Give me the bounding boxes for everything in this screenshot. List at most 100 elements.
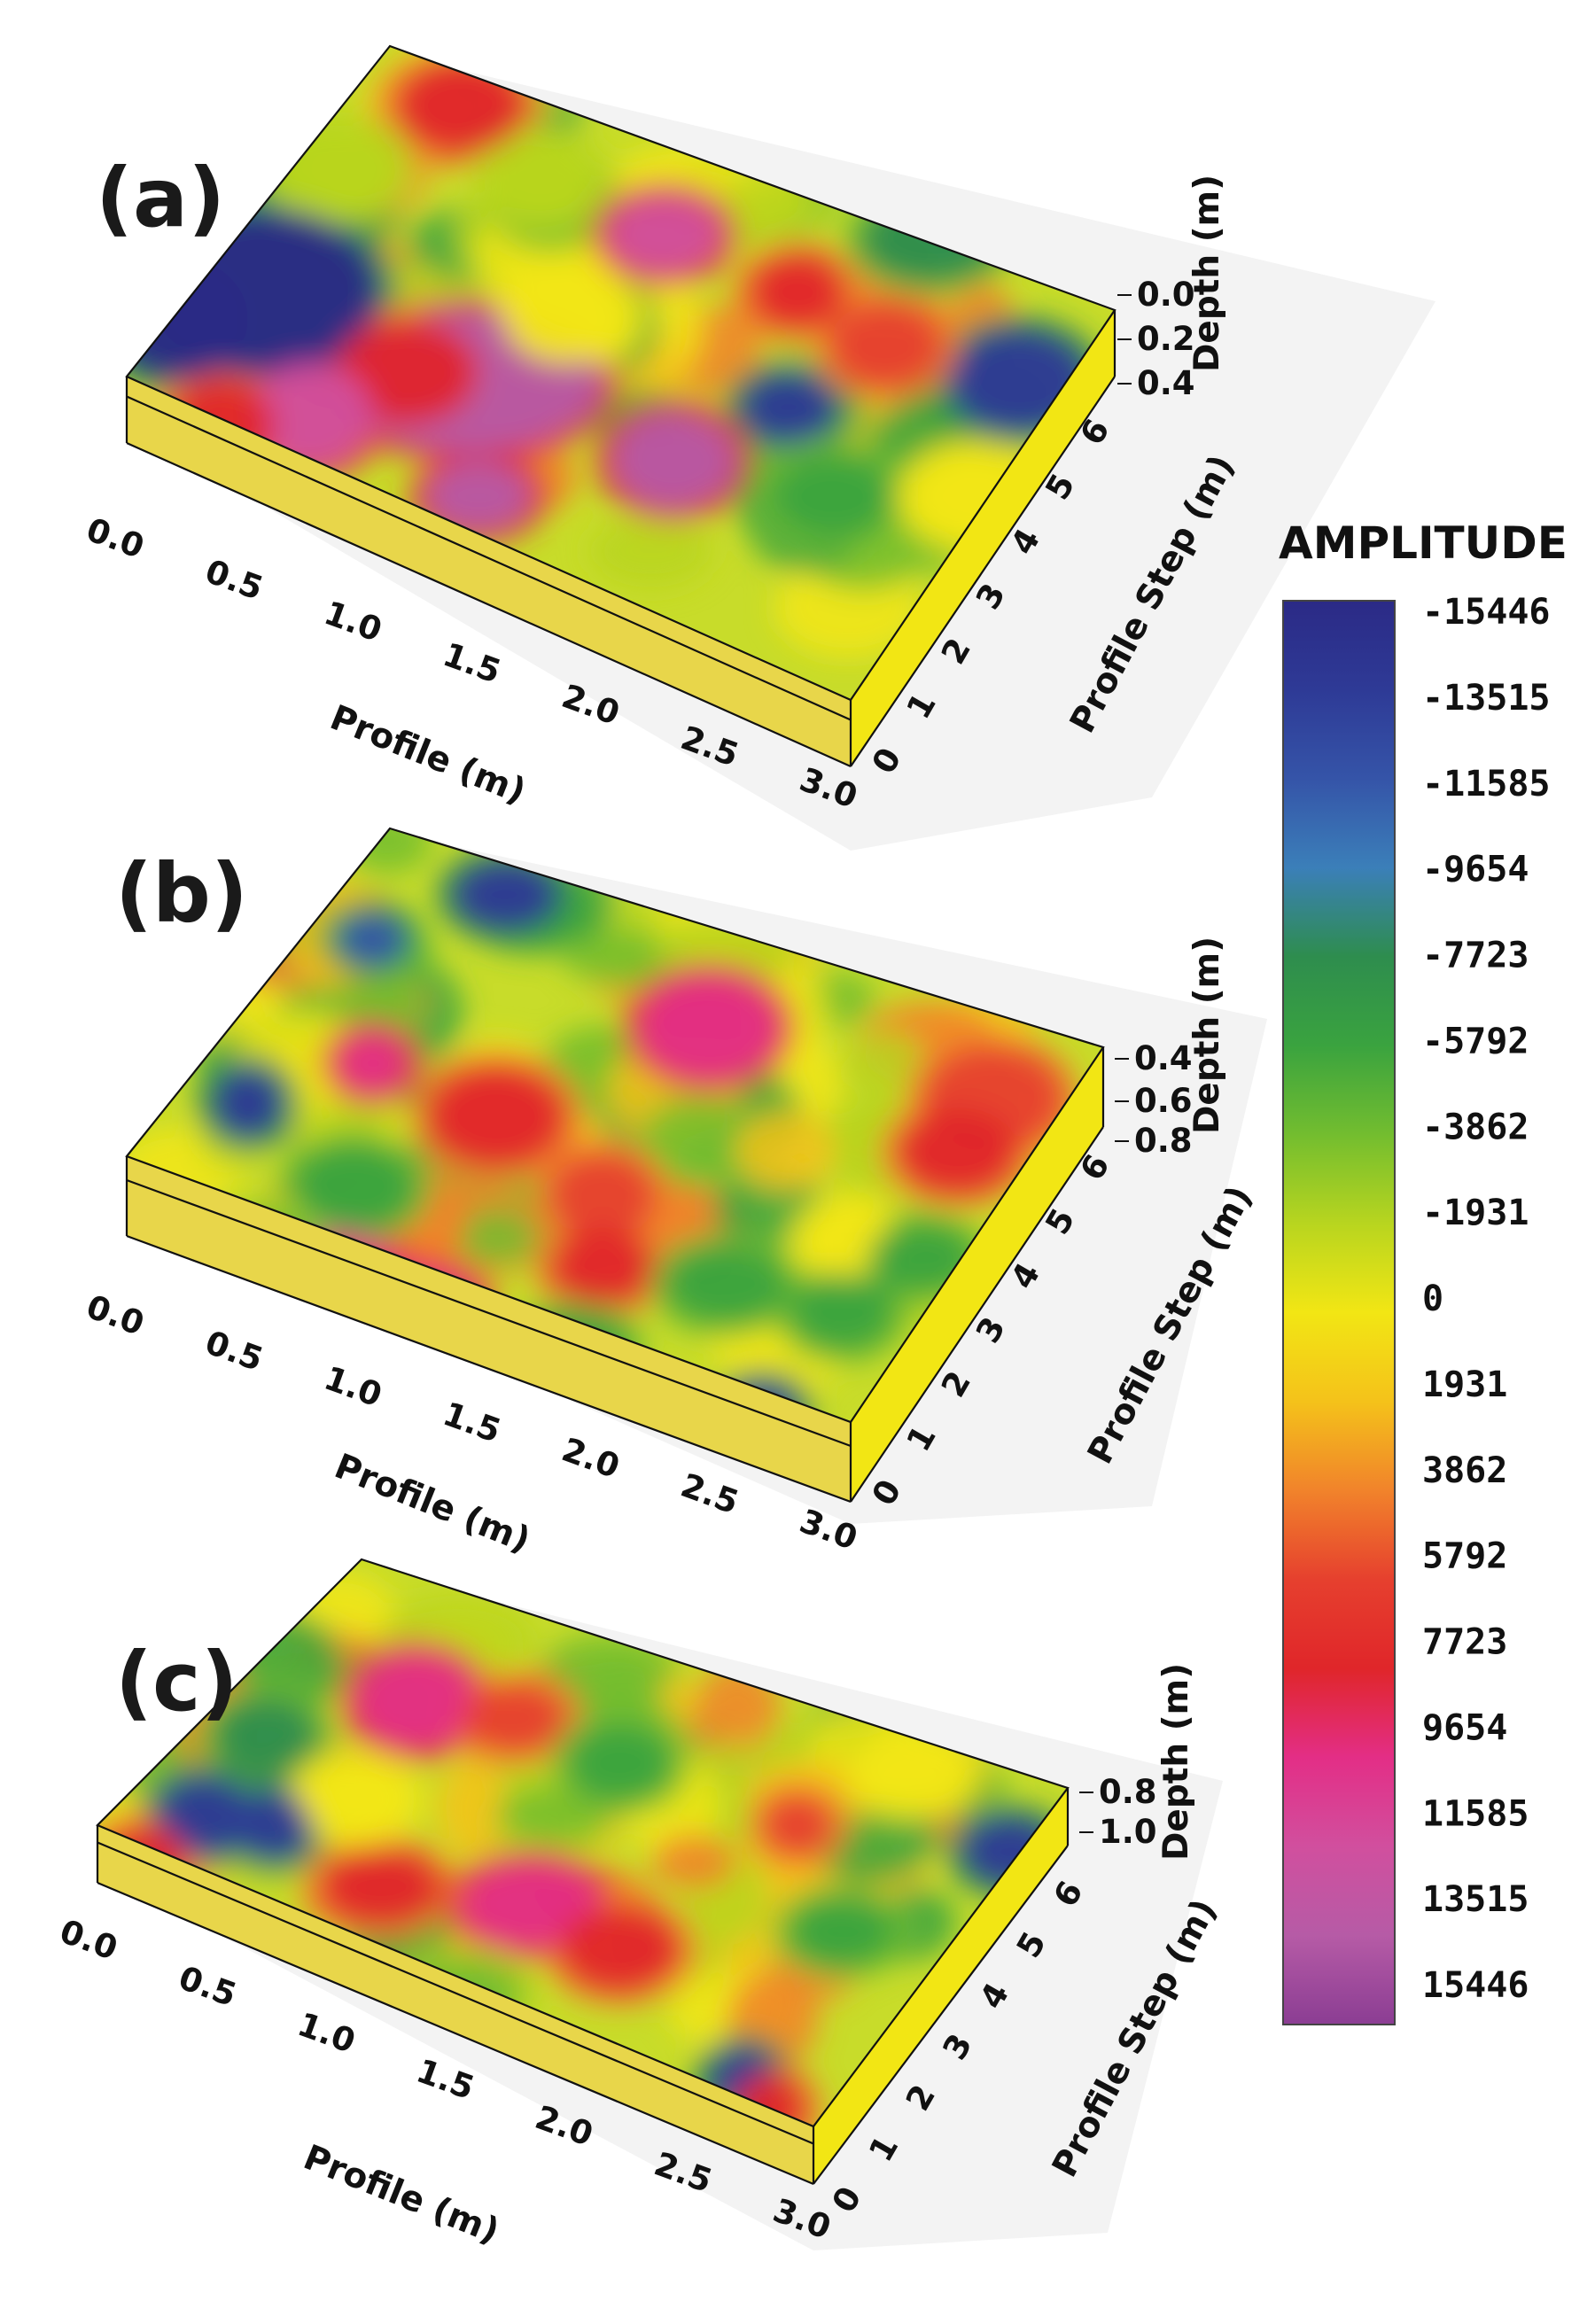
depth-axis-title: Depth (m) [1187,175,1227,372]
amplitude-anomaly [749,253,846,332]
profile-tick-label: 1.5 [438,635,505,691]
amplitude-anomaly [607,195,722,275]
profile-tick-label: 1.0 [292,2005,360,2061]
amplitude-anomaly [235,1790,315,1861]
amplitude-colorbar: AMPLITUDE -15446 -13515 -11585 -9654 -7723 -5… [1279,517,1568,2025]
depth-axis-title: Depth (m) [1156,1663,1196,1861]
amplitude-anomaly [248,363,372,470]
front-face [127,377,851,766]
colorbar-tick-label: -7723 [1422,936,1529,976]
profile-tick-label: 1.0 [319,1359,386,1415]
depth-tick-label: 0.8 [1134,1122,1193,1160]
depth-slice-surface [127,828,1103,1422]
profile-tick-label: 2.0 [557,1430,625,1486]
amplitude-anomaly [337,913,408,966]
profile-tick-label: 0.5 [174,1959,241,2015]
amplitude-anomaly [354,1652,478,1750]
amplitude-anomaly [452,859,558,930]
amplitude-anomaly [558,1905,682,1994]
colorbar-tick-label: 3862 [1422,1450,1507,1491]
amplitude-anomaly [567,1723,673,1803]
profile-axis-title: Profile (m) [329,1447,535,1561]
amplitude-anomaly [611,412,735,509]
right-face [813,1788,1068,2184]
amplitude-anomaly [319,1847,443,1927]
amplitude-anomaly [505,275,629,363]
amplitude-anomaly [127,257,248,381]
right-face [851,310,1115,766]
amplitude-anomaly [155,1776,253,1856]
profile-axis-title: Profile (m) [324,698,531,812]
profile-tick-label: 0.5 [200,552,268,608]
amplitude-anomaly [425,1063,567,1170]
amplitude-anomaly [789,1271,895,1351]
profile-axis-title: Profile (m) [298,2138,504,2252]
colorbar-ramp [1282,600,1396,2025]
profile-tick-label: 0.0 [55,1912,122,1968]
amplitude-anomaly [337,1032,408,1094]
colorbar-tick-label: 0 [1422,1279,1443,1319]
front-face [127,1156,851,1502]
amplitude-anomaly [461,1683,567,1754]
profile-tick-label: 2.5 [676,1466,743,1522]
amplitude-anomaly [740,372,837,443]
amplitude-anomaly [665,1245,789,1325]
amplitude-anomaly [487,137,594,217]
colorbar-tick-labels: -15446 -13515 -11585 -9654 -7723 -5792 -3862 -1… [1422,592,1551,2006]
amplitude-anomaly [829,301,944,390]
depth-tick-label: 1.0 [1099,1813,1157,1851]
front-face [97,1825,813,2184]
box-outline [125,44,1116,768]
depth-axis-title: Depth (m) [1187,937,1227,1134]
colorbar-tick-label: -15446 [1422,592,1551,633]
profile-tick-label: 1.0 [319,594,386,649]
panel-label: (b) [115,846,248,941]
box-outline [125,827,1105,1504]
amplitude-anomaly [301,1763,408,1834]
amplitude-anomaly [762,1794,833,1856]
amplitude-anomaly [771,452,895,540]
colorbar-tick-label: -13515 [1422,678,1551,719]
panel-label: (c) [115,1635,238,1729]
profile-tick-label: 0.5 [200,1323,268,1379]
colorbar-tick-label: 13515 [1422,1879,1529,1920]
amplitude-anomaly [213,1697,319,1776]
colorbar-tick-label: 11585 [1422,1793,1529,1834]
depth-tick-label: 0.4 [1134,1039,1193,1077]
amplitude-anomaly [895,1108,1019,1196]
amplitude-anomaly [213,1068,284,1139]
colorbar-tick-label: 1931 [1422,1364,1507,1405]
colorbar-tick-label: 5792 [1422,1536,1507,1577]
profile-tick-label: 0.0 [82,510,149,566]
panel-label: (a) [96,151,225,245]
depth-tick-label: 0.0 [1137,276,1195,314]
amplitude-anomaly [549,1152,656,1240]
amplitude-anomaly [638,975,780,1081]
amplitude-anomaly [292,1143,416,1232]
colorbar-tick-label: -1931 [1422,1193,1529,1233]
colorbar-tick-label: -11585 [1422,764,1551,804]
depth-tick-label: 0.8 [1099,1773,1157,1811]
depth-tick-label: 0.2 [1137,320,1195,358]
amplitude-anomaly [337,319,478,425]
depth-tick-label: 0.4 [1137,364,1195,402]
colorbar-tick-label: 15446 [1422,1965,1529,2006]
amplitude-anomaly [425,461,532,532]
depth-slice-surface [127,46,1115,700]
colorbar-title: AMPLITUDE [1279,517,1568,569]
depth-tick-label: 0.6 [1134,1082,1193,1120]
amplitude-anomaly [549,1227,656,1307]
colorbar-tick-label: -3862 [1422,1107,1529,1147]
profile-tick-label: 1.5 [438,1395,505,1450]
colorbar-tick-label: 7723 [1422,1622,1507,1663]
box-outline [96,1558,1070,2186]
amplitude-anomaly [860,1737,966,1807]
profile-tick-label: 0.0 [82,1287,149,1343]
colorbar-tick-label: -9654 [1422,850,1529,890]
colorbar-tick-label: -5792 [1422,1021,1529,1061]
right-face [851,1047,1103,1502]
amplitude-anomaly [789,1896,895,1967]
colorbar-tick-label: 9654 [1422,1707,1507,1748]
